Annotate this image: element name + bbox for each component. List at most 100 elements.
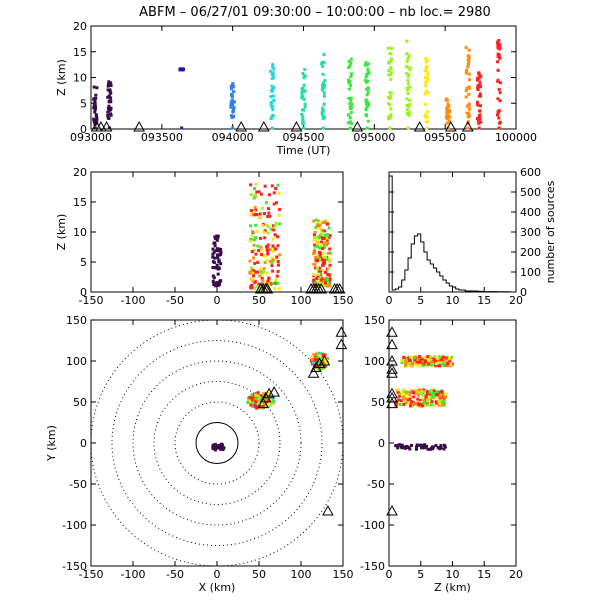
source-point — [478, 83, 482, 87]
source-point — [250, 250, 254, 254]
ground-point — [302, 126, 305, 130]
source-point — [322, 251, 326, 255]
source-point — [388, 103, 392, 107]
source-point — [398, 443, 402, 447]
station-marker — [386, 391, 398, 403]
source-point — [444, 392, 448, 396]
source-point — [312, 250, 316, 254]
y-axis-tick-label: -50 — [367, 478, 385, 491]
source-point — [406, 57, 410, 61]
source-point — [214, 248, 218, 252]
z-axis-tick-label: 10 — [73, 72, 87, 85]
source-point — [348, 102, 352, 106]
source-point — [405, 60, 409, 64]
source-point — [418, 364, 422, 368]
source-point — [219, 248, 223, 252]
source-point — [363, 63, 367, 67]
source-point — [262, 267, 266, 271]
source-point — [106, 107, 110, 111]
source-point — [270, 101, 274, 105]
panel-z-y: 0 5 10 15 20 -150 -100 -50 0 50 100 150 Z (km) — [360, 314, 523, 594]
source-point — [426, 70, 430, 74]
source-point — [320, 256, 324, 260]
range-ring — [111, 340, 323, 546]
source-point — [213, 448, 217, 452]
source-point — [327, 236, 331, 240]
source-point — [322, 245, 326, 249]
source-point — [252, 400, 256, 404]
source-point — [426, 109, 430, 113]
source-point — [407, 114, 411, 118]
source-point — [257, 215, 261, 219]
source-point — [271, 73, 275, 77]
source-point — [476, 118, 480, 122]
source-point — [274, 247, 278, 251]
source-point — [389, 107, 393, 111]
source-point — [415, 445, 419, 449]
source-point — [405, 39, 409, 43]
panel-plan-view: -150 -100 -50 0 50 100 150 -150 -100 -50 0 50 100 150… — [45, 314, 354, 594]
source-point — [255, 395, 259, 399]
source-point — [423, 443, 427, 447]
source-point — [420, 359, 424, 363]
source-point — [327, 284, 331, 288]
source-point — [213, 256, 217, 260]
source-point — [215, 444, 219, 448]
source-point — [315, 277, 319, 281]
source-point — [406, 92, 410, 96]
source-point — [449, 355, 453, 359]
source-point — [412, 395, 416, 399]
x-axis-tick-label: 50 — [252, 568, 266, 581]
source-point — [268, 193, 272, 197]
source-point — [366, 67, 370, 71]
source-point — [263, 229, 267, 233]
source-point — [260, 206, 264, 210]
source-point — [405, 65, 409, 69]
source-point — [300, 96, 304, 100]
source-point — [324, 243, 328, 247]
source-point — [416, 393, 420, 397]
source-point — [274, 221, 278, 225]
source-point — [272, 228, 276, 232]
source-point — [467, 114, 471, 118]
source-point — [467, 111, 471, 115]
source-point — [407, 54, 411, 58]
source-point — [212, 444, 216, 448]
source-point — [467, 107, 471, 111]
source-point — [231, 100, 235, 104]
source-point — [321, 354, 325, 358]
source-point — [271, 87, 275, 91]
source-point — [408, 397, 412, 401]
source-point — [398, 403, 402, 407]
source-point — [229, 92, 233, 96]
source-point — [269, 69, 273, 73]
source-point — [259, 236, 263, 240]
source-point — [318, 272, 322, 276]
source-point — [325, 276, 329, 280]
source-point — [221, 446, 225, 450]
source-point — [317, 361, 321, 365]
source-point — [259, 270, 263, 274]
source-point — [348, 107, 352, 111]
ground-point — [270, 126, 274, 130]
source-point — [276, 183, 280, 187]
source-point — [321, 361, 325, 365]
range-rings — [91, 320, 343, 566]
source-point — [396, 446, 400, 450]
source-point — [250, 286, 254, 290]
source-point — [448, 115, 452, 119]
source-point — [388, 97, 392, 101]
y-axis-tick-label: 100 — [364, 355, 385, 368]
source-point — [418, 399, 422, 403]
source-point — [261, 404, 265, 408]
time-axis-tick-label: 093000 — [70, 131, 112, 144]
source-point — [257, 397, 261, 401]
source-point — [424, 57, 428, 61]
source-point — [93, 110, 97, 114]
source-point — [256, 260, 260, 264]
source-point — [424, 102, 428, 106]
source-point — [266, 279, 270, 283]
source-point — [260, 248, 264, 252]
source-point — [217, 247, 221, 251]
source-point — [257, 401, 261, 405]
